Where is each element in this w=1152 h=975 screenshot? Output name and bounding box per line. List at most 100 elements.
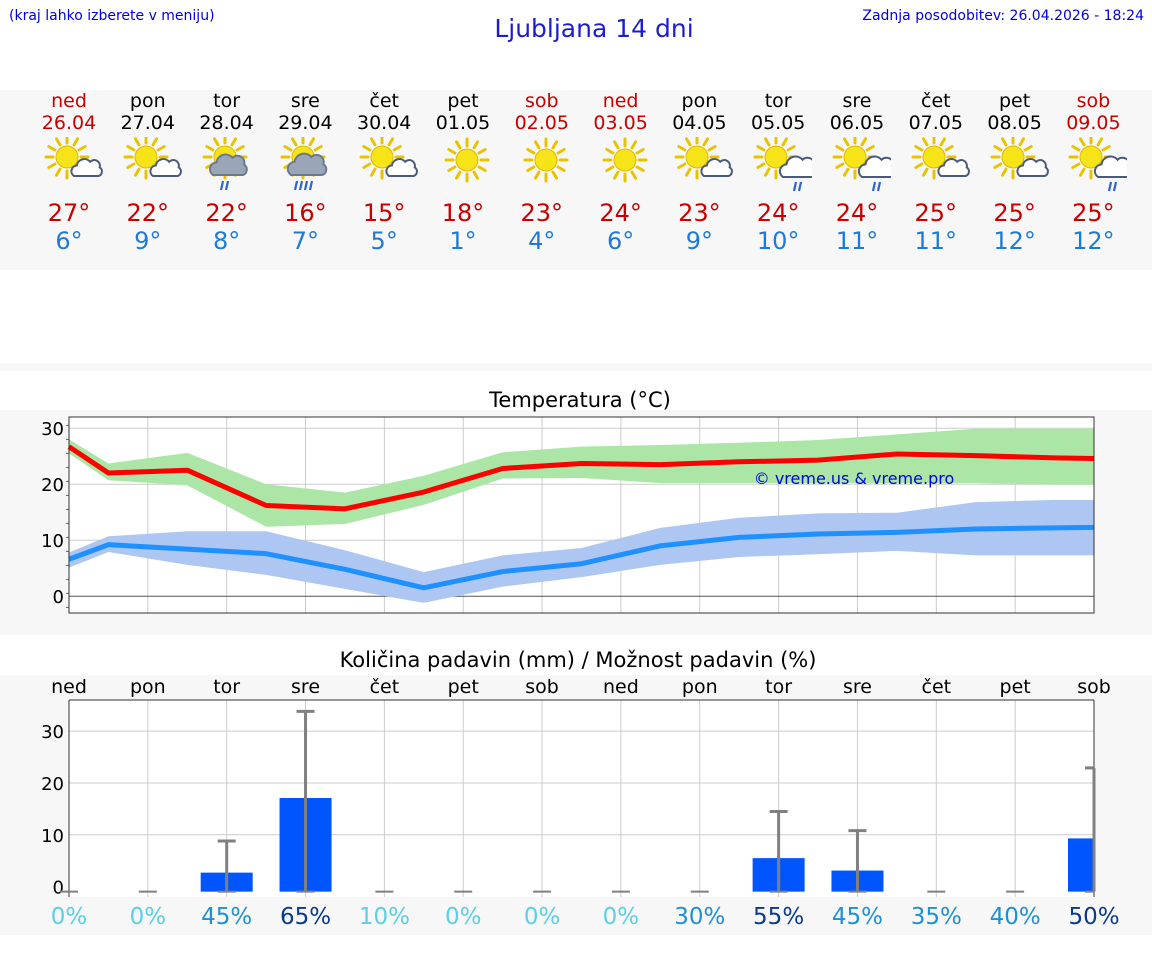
precipitation-chart: 0 10 20 30 [41, 699, 1096, 899]
precip-probability: 0% [129, 904, 167, 930]
day-date: 30.04 [356, 112, 412, 134]
day-date: 27.04 [120, 112, 175, 134]
precip-day-label: sob [1077, 676, 1111, 698]
min-temperature: 8° [212, 227, 241, 255]
precip-probability: 0% [523, 904, 561, 930]
y-tick-label: 20 [41, 774, 64, 795]
min-temperature: 9° [685, 227, 714, 255]
location-hint[interactable]: (kraj lahko izberete v meniju) [9, 8, 215, 24]
sun-icon [523, 137, 569, 183]
max-temperature: 24° [835, 199, 879, 227]
min-temperature: 1° [449, 227, 477, 255]
y-tick-label: 0 [53, 878, 64, 899]
precip-day-label: sre [842, 676, 872, 698]
precip-probability: 45% [831, 904, 884, 930]
y-tick-label: 10 [41, 826, 64, 847]
day-date: 08.05 [987, 112, 1042, 134]
day-date: 01.05 [435, 112, 491, 134]
min-temperature: 7° [291, 227, 320, 255]
precip-probability: 50% [1068, 904, 1120, 930]
sun-shower-icon [1068, 137, 1128, 192]
min-temperature: 6° [55, 227, 83, 255]
precip-day-label: tor [213, 676, 241, 698]
precip-probability: 65% [279, 904, 332, 930]
min-temperature: 10° [756, 227, 800, 255]
sun-rain-cloud-icon [202, 137, 248, 191]
temperature-chart-title: Temperatura (°C) [489, 388, 671, 412]
precip-probability: 45% [201, 904, 253, 930]
day-name: sre [842, 90, 872, 112]
min-temperature: 9° [134, 227, 162, 255]
max-temperature: 22° [205, 199, 248, 227]
plot-frame [68, 416, 1095, 614]
precip-probability: 35% [910, 904, 962, 930]
sun-cloud-icon [674, 137, 734, 180]
min-temperature-line [68, 524, 1095, 591]
day-date: 02.05 [514, 112, 569, 134]
precip-probability: 55% [753, 904, 805, 930]
max-temperature: 22° [126, 199, 170, 227]
day-name: čet [921, 90, 951, 112]
y-tick-label: 0 [53, 587, 64, 608]
day-date: 29.04 [278, 112, 333, 134]
temperature-range-band [69, 428, 1094, 527]
day-date: 05.05 [750, 112, 806, 134]
precip-probability: 40% [989, 904, 1041, 930]
precip-day-label: čet [921, 676, 952, 698]
max-temperature: 27° [47, 199, 91, 227]
min-temperature: 6° [606, 227, 635, 255]
max-temperature: 24° [599, 199, 642, 227]
precip-probability: 0% [602, 904, 640, 930]
min-temperature: 11° [835, 227, 879, 255]
precip-day-label: ned [603, 676, 639, 698]
day-date: 04.05 [672, 112, 727, 134]
sun-cloud-icon [44, 137, 103, 180]
min-temperature: 4° [528, 227, 556, 255]
sun-cloud-icon [359, 137, 419, 180]
day-name: ned [51, 90, 87, 112]
precip-day-label: sre [291, 676, 321, 698]
sun-heavy-rain-cloud-icon [280, 137, 328, 191]
max-temperature: 24° [756, 199, 800, 227]
forecast-strip [0, 90, 1152, 270]
sun-shower-icon [753, 137, 813, 192]
day-name: sre [290, 90, 320, 112]
temperature-chart: 0 10 20 30 © vreme.us & vreme.pro [41, 416, 1095, 614]
precip-probability: 30% [674, 904, 726, 930]
max-temperature-line [67, 444, 1095, 512]
precipitation-bar [1068, 838, 1094, 892]
precip-probability: 0% [50, 904, 88, 930]
min-temperature: 12° [1072, 227, 1115, 255]
max-temperature: 16° [284, 199, 327, 227]
max-temperature: 23° [678, 199, 721, 227]
precip-day-label: čet [369, 676, 400, 698]
precip-day-label: tor [765, 676, 793, 698]
page-title: Ljubljana 14 dni [494, 14, 694, 43]
watermark: © vreme.us & vreme.pro [754, 469, 955, 488]
precip-probability: 10% [358, 904, 410, 930]
min-temperature: 5° [370, 227, 398, 255]
y-tick-label: 30 [41, 419, 64, 440]
sun-cloud-icon [123, 137, 182, 180]
max-temperature: 23° [520, 199, 564, 227]
day-date: 03.05 [593, 112, 648, 134]
sun-icon [444, 137, 490, 183]
max-temperature: 25° [993, 199, 1036, 227]
day-date: 07.05 [908, 112, 963, 134]
section-divider [0, 363, 1152, 371]
day-date: 26.04 [41, 112, 97, 134]
day-name: ned [602, 90, 639, 112]
max-temperature: 15° [362, 199, 406, 227]
precip-day-label: pon [681, 676, 718, 698]
day-date: 28.04 [199, 112, 254, 134]
day-name: pon [129, 90, 166, 112]
y-tick-label: 10 [41, 531, 64, 552]
sun-icon [602, 137, 648, 183]
precip-day-label: ned [51, 676, 87, 698]
day-name: pon [681, 90, 718, 112]
y-tick-label: 20 [41, 475, 64, 496]
day-name: pet [998, 90, 1031, 112]
day-name: čet [369, 90, 399, 112]
day-name: sob [1076, 90, 1111, 112]
y-tick-label: 30 [41, 722, 64, 743]
